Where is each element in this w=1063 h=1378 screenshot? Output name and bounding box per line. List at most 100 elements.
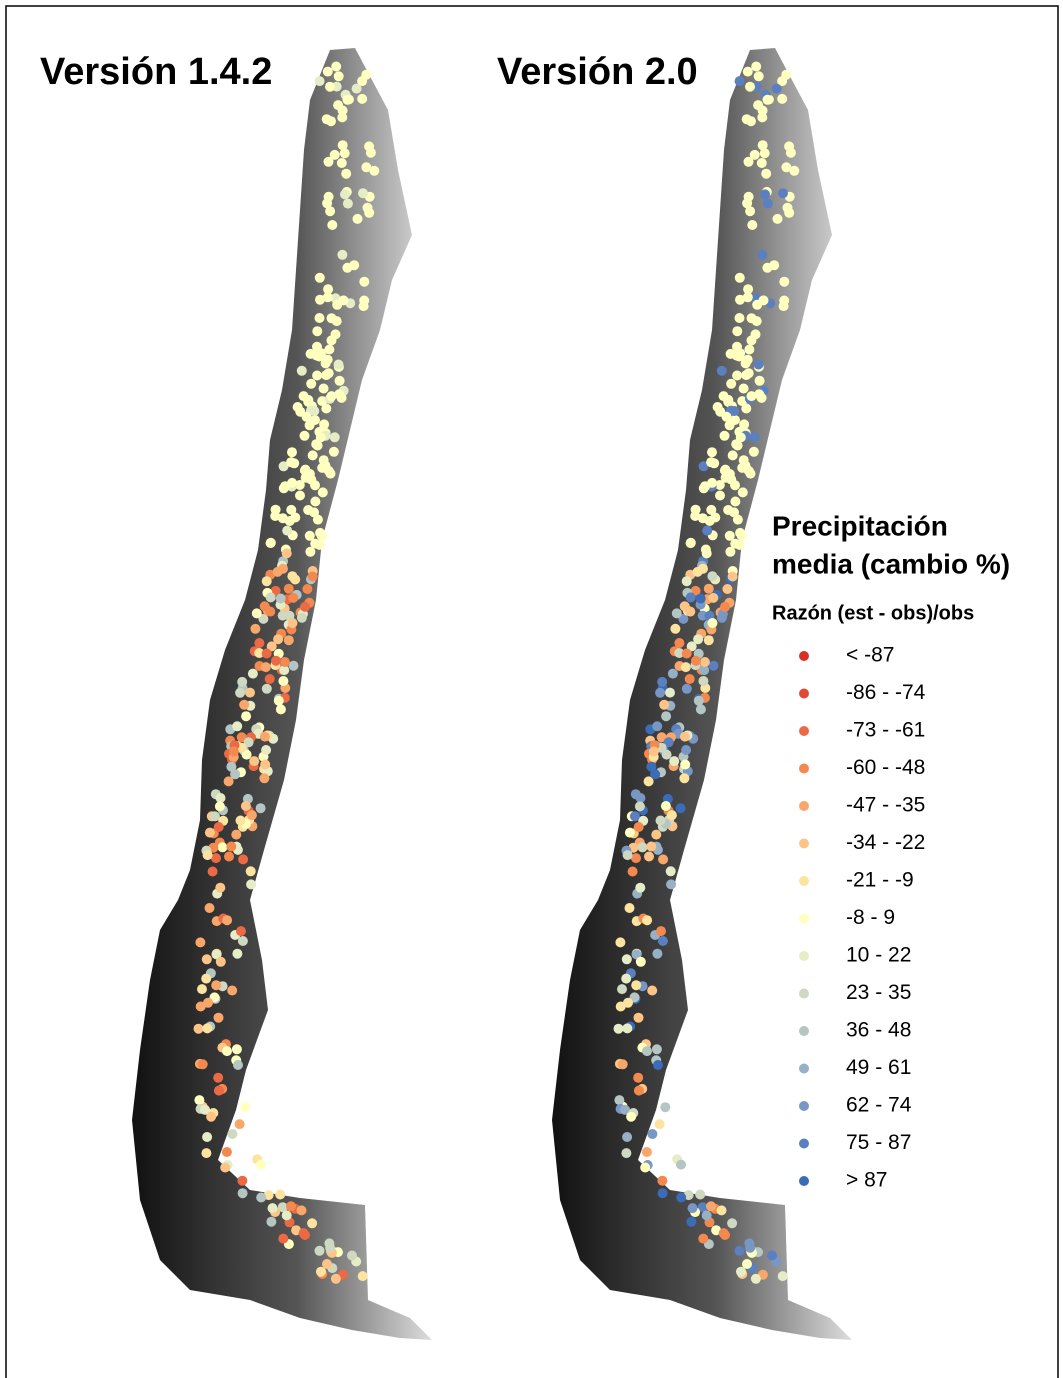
station-dot: [333, 100, 343, 110]
station-dot: [778, 1271, 788, 1281]
station-dot: [686, 592, 696, 602]
station-dot: [256, 1193, 266, 1203]
station-dot: [680, 601, 690, 611]
station-dot: [709, 458, 719, 468]
station-dot: [735, 76, 745, 86]
legend-swatch: [799, 651, 809, 661]
station-dot: [331, 1274, 341, 1284]
station-dot: [300, 602, 310, 612]
station-dot: [621, 974, 631, 984]
station-dot: [195, 937, 205, 947]
station-dot: [759, 295, 769, 305]
station-dot: [702, 1210, 712, 1220]
station-dot: [276, 704, 286, 714]
station-dot: [744, 345, 754, 355]
station-dot: [214, 1086, 224, 1096]
station-dot: [696, 594, 706, 604]
station-dot: [736, 432, 746, 442]
station-dot: [746, 116, 756, 126]
station-dot: [665, 688, 675, 698]
station-dot: [210, 811, 220, 821]
station-dot: [252, 608, 262, 618]
station-dot: [720, 465, 730, 475]
station-dot: [725, 531, 735, 541]
station-dot: [726, 349, 736, 359]
station-dot: [278, 564, 288, 574]
station-dot: [757, 393, 767, 403]
station-dot: [266, 538, 276, 548]
station-dot: [297, 366, 307, 376]
station-dot: [315, 540, 325, 550]
station-dot: [750, 432, 760, 442]
legend-title: Precipitación: [772, 510, 948, 541]
station-dot: [312, 326, 322, 336]
station-dot: [358, 188, 368, 198]
legend-label: 10 - 22: [846, 944, 911, 967]
station-dot: [203, 998, 213, 1008]
station-dot: [288, 618, 298, 628]
station-dot: [324, 192, 334, 202]
station-dot: [674, 638, 684, 648]
station-dot: [353, 214, 363, 224]
station-dot: [728, 450, 738, 460]
legend-label: -60 - -48: [846, 756, 925, 779]
station-dot: [757, 158, 767, 168]
station-dot: [647, 1129, 657, 1139]
station-dot: [202, 1023, 212, 1033]
station-dot: [779, 301, 789, 311]
station-dot: [323, 67, 333, 77]
station-dot: [621, 1148, 631, 1158]
station-dot: [743, 67, 753, 77]
station-dot: [745, 82, 755, 92]
station-dot: [676, 1160, 686, 1170]
station-dot: [700, 481, 710, 491]
station-dot: [755, 376, 765, 386]
station-dot: [271, 656, 281, 666]
station-dot: [246, 879, 256, 889]
station-dot: [305, 531, 315, 541]
station-dot: [722, 412, 732, 422]
legend-label: -47 - -35: [846, 794, 925, 817]
station-dot: [741, 461, 751, 471]
station-dot: [741, 370, 751, 380]
station-dot: [650, 769, 660, 779]
station-dot: [352, 84, 362, 94]
station-dot: [315, 1246, 325, 1256]
station-dot: [341, 169, 351, 179]
station-dot: [240, 1102, 250, 1112]
station-dot: [754, 71, 764, 81]
station-dot: [769, 260, 779, 270]
station-dot: [698, 564, 708, 574]
station-dot: [222, 1147, 232, 1157]
station-dot: [297, 1205, 307, 1215]
station-dot: [688, 1203, 698, 1213]
station-dot: [254, 638, 264, 648]
station-dot: [315, 528, 325, 538]
station-dot: [708, 618, 718, 628]
station-dot: [202, 954, 212, 964]
station-dot: [303, 395, 313, 405]
station-dot: [655, 1119, 665, 1129]
station-dot: [738, 487, 748, 497]
station-dot: [735, 313, 745, 323]
station-dot: [682, 576, 692, 586]
station-dot: [363, 203, 373, 213]
station-dot: [680, 732, 690, 742]
station-dot: [235, 688, 245, 698]
station-dot: [297, 613, 307, 623]
station-dot: [682, 684, 692, 694]
station-dot: [229, 747, 239, 757]
station-dot: [325, 82, 335, 92]
station-dot: [698, 1234, 708, 1244]
station-dot: [197, 984, 207, 994]
station-dot: [614, 1024, 624, 1034]
station-dot: [198, 1059, 208, 1069]
station-dot: [709, 661, 719, 671]
station-dot: [246, 866, 256, 876]
station-dot: [213, 1073, 223, 1083]
station-dot: [668, 669, 678, 679]
station-dot: [205, 828, 215, 838]
station-dot: [359, 301, 369, 311]
station-dot: [306, 349, 316, 359]
station-dot: [305, 420, 315, 430]
